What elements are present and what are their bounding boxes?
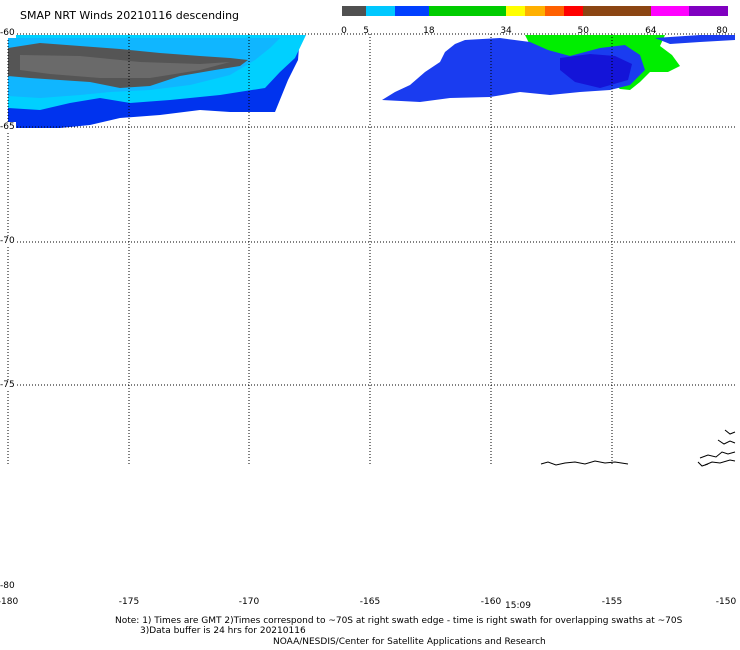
swath-darkblue-patch xyxy=(560,54,632,88)
colorbar-segment xyxy=(544,6,564,16)
lat-label-70: -70 xyxy=(0,236,16,246)
colorbar-label: 50 xyxy=(577,26,589,36)
colorbar-segment xyxy=(563,6,584,16)
colorbar-label: 80 xyxy=(716,26,728,36)
colorbar-segment xyxy=(689,6,728,16)
colorbar-segment xyxy=(506,6,526,16)
lon-label-180: -180 xyxy=(0,597,19,607)
colorbar-segment xyxy=(342,6,367,16)
lat-label-65: -65 xyxy=(0,122,16,132)
colorbar-segment xyxy=(525,6,545,16)
note-line-2: 3)Data buffer is 24 hrs for 20210116 xyxy=(140,626,306,636)
swath-blue-edge-top xyxy=(655,35,735,44)
colorbar-label: 0 xyxy=(341,26,347,36)
colorbar-label: 34 xyxy=(500,26,512,36)
note-line-3: NOAA/NESDIS/Center for Satellite Applica… xyxy=(273,637,546,647)
lon-label-165: -165 xyxy=(359,597,381,607)
lat-label-75: -75 xyxy=(0,380,16,390)
colorbar-segment xyxy=(395,6,429,16)
lat-label-80: -80 xyxy=(0,581,16,591)
coastline xyxy=(540,429,736,467)
colorbar-label: 5 xyxy=(363,26,369,36)
lat-label-60: -60 xyxy=(0,28,16,38)
swath-time-label: 15:09 xyxy=(505,601,531,611)
wind-speed-colorbar: 0 5 18 34 50 64 80 xyxy=(341,6,728,36)
colorbar-segment xyxy=(583,6,651,16)
lon-label-170: -170 xyxy=(238,597,260,607)
swath-blue-region-right xyxy=(382,38,645,102)
colorbar-label: 18 xyxy=(423,26,435,36)
lon-label-150: -150 xyxy=(715,597,737,607)
lon-label-155: -155 xyxy=(601,597,623,607)
swath-grey-highlight xyxy=(20,55,230,78)
colorbar-segment xyxy=(428,6,507,16)
map-title: SMAP NRT Winds 20210116 descending xyxy=(20,9,240,22)
left-wind-swath xyxy=(8,35,306,128)
lon-label-160: -160 xyxy=(480,597,502,607)
note-line-1: Note: 1) Times are GMT 2)Times correspon… xyxy=(115,616,683,626)
latitude-gridlines xyxy=(8,126,735,386)
right-wind-swath xyxy=(382,35,735,102)
colorbar-segment xyxy=(650,6,690,16)
lon-label-175: -175 xyxy=(118,597,140,607)
colorbar-segment xyxy=(366,6,396,16)
colorbar-label: 64 xyxy=(645,26,657,36)
map-frame xyxy=(7,33,735,465)
